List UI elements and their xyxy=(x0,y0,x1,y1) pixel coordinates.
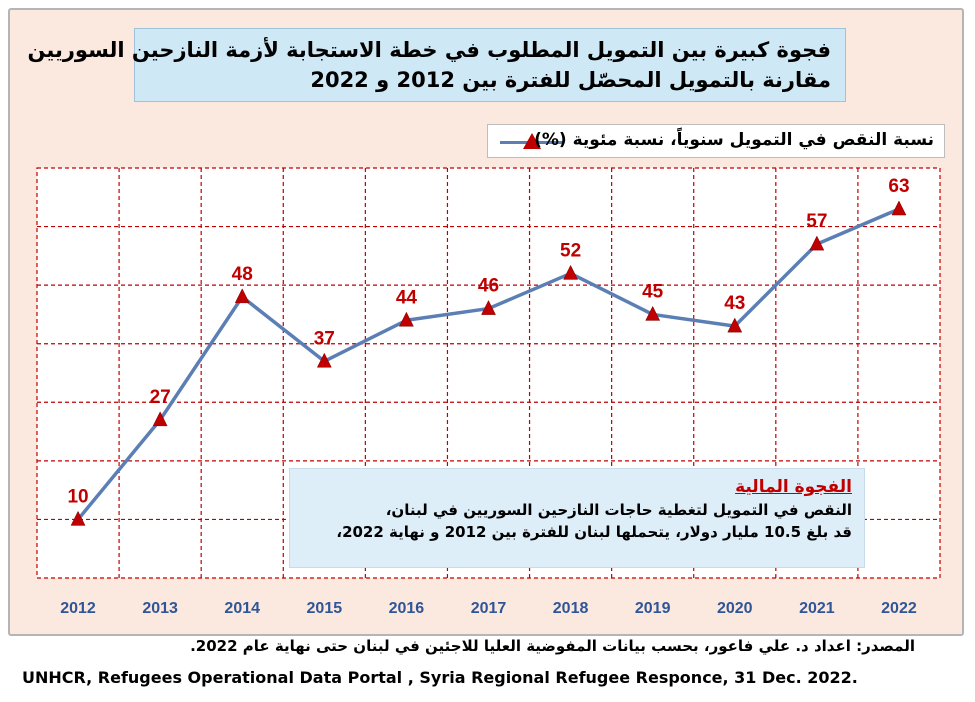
note-title: الفجوة المالية xyxy=(735,477,852,497)
note-line-1: النقص في التمويل لتغطية حاجات النازحين ا… xyxy=(385,501,852,519)
chart-title-line-1: فجوة كبيرة بين التمويل المطلوب في خطة ال… xyxy=(27,38,831,62)
legend-triangle-icon xyxy=(523,133,541,149)
chart-title-line-2: مقارنة بالتمويل المحصّل للفترة بين 2012 … xyxy=(310,68,831,92)
source-english: UNHCR, Refugees Operational Data Portal … xyxy=(22,668,858,687)
legend-label: نسبة النقص في التمويل سنوياً، نسبة مئوية… xyxy=(534,130,934,150)
note-line-2: قد بلغ 10.5 مليار دولار، يتحملها لبنان ل… xyxy=(336,523,852,541)
legend: نسبة النقص في التمويل سنوياً، نسبة مئوية… xyxy=(487,124,945,158)
funding-gap-note: الفجوة المالية النقص في التمويل لتغطية ح… xyxy=(289,468,865,568)
chart-title-box: فجوة كبيرة بين التمويل المطلوب في خطة ال… xyxy=(27,28,846,102)
source-arabic: المصدر: اعداد د. علي فاعور، بحسب بيانات … xyxy=(190,637,915,655)
